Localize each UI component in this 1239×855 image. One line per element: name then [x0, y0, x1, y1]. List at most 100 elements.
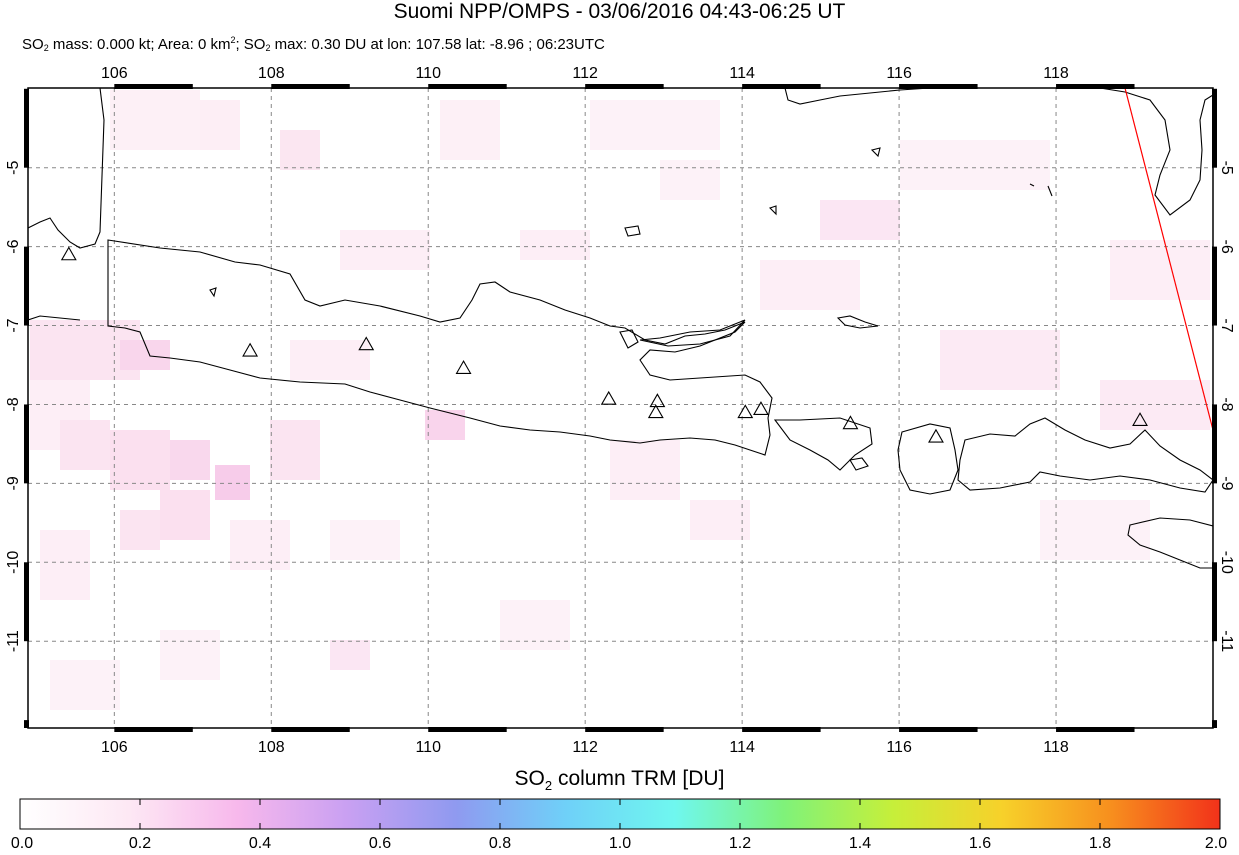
frame-bar-top	[585, 84, 664, 89]
lon-tick-label-top: 108	[258, 65, 285, 82]
lat-tick-label-left: -9	[5, 476, 22, 490]
lon-tick-label-top: 110	[415, 65, 441, 82]
superscript-2: 2	[230, 35, 236, 45]
frame-bar-left	[24, 720, 29, 728]
lon-tick-label-bottom: 114	[729, 739, 755, 756]
volcano-markers	[60, 246, 1148, 443]
madura-coast	[639, 319, 746, 347]
so2-pixel	[520, 230, 590, 260]
bali-coast	[773, 417, 873, 471]
colorbar-tick-label: 1.4	[848, 835, 872, 852]
lon-tick-label-top: 118	[1043, 65, 1069, 82]
so2-pixel	[290, 340, 370, 380]
lon-tick-label-bottom: 108	[258, 739, 285, 756]
frame-bar-bottom	[114, 727, 193, 732]
so2-pixel	[690, 500, 750, 540]
lat-tick-label-right: -5	[1218, 161, 1235, 175]
colorbar-title-main: SO	[514, 767, 545, 790]
triangle-icon	[928, 428, 944, 443]
frame-bar-right	[1212, 246, 1217, 326]
triangle-icon	[358, 336, 375, 351]
sumba-coast	[1127, 517, 1213, 569]
sumbawa-coast	[957, 417, 1213, 493]
colorbar-tick-label: 0.0	[10, 835, 34, 852]
kalimantan-coast	[784, 88, 1213, 216]
triangle-icon	[455, 360, 472, 374]
so2-pixel	[60, 420, 110, 470]
lat-tick-label-right: -9	[1218, 476, 1235, 490]
lon-tick-label-bottom: 118	[1043, 739, 1069, 756]
colorbar-title-sub: 2	[544, 778, 553, 794]
lon-tick-label-top: 112	[572, 65, 598, 82]
colorbar-tick-label: 1.0	[608, 835, 632, 852]
island	[624, 225, 641, 237]
lat-tick-label-left: -8	[5, 397, 22, 411]
frame-bar-top	[1056, 84, 1135, 89]
stats-max-label: ; SO	[235, 36, 266, 53]
colorbar-tick-label: 0.2	[128, 835, 152, 852]
frame-bar-bottom	[899, 727, 978, 732]
java-coast	[107, 239, 773, 456]
map-title: Suomi NPP/OMPS - 03/06/2016 04:43-06:25 …	[393, 0, 846, 23]
triangle-icon	[842, 415, 859, 430]
lon-tick-label-bottom: 106	[101, 739, 128, 756]
triangle-icon	[60, 246, 77, 261]
so2-pixel	[270, 420, 320, 480]
so2-pixel	[120, 510, 160, 550]
so2-pixel	[610, 440, 680, 500]
triangle-icon	[1132, 412, 1148, 427]
so2-pixel	[230, 520, 290, 570]
so2-pixel	[500, 600, 570, 650]
triangle-icon	[242, 342, 259, 357]
frame-bar-right	[1212, 88, 1217, 168]
triangle-icon	[753, 401, 769, 415]
lombok-coast	[897, 423, 959, 495]
frame-bar-top	[271, 84, 350, 89]
frame-bar-left	[24, 562, 29, 642]
stats-mass-label: SO	[22, 36, 44, 53]
lon-tick-label-top: 116	[886, 65, 912, 82]
colorbar-tick-label: 1.6	[968, 835, 992, 852]
lat-tick-label-right: -6	[1218, 240, 1235, 254]
lat-tick-label-left: -7	[5, 318, 22, 332]
lat-tick-label-right: -11	[1218, 630, 1235, 652]
frame-bar-bottom	[585, 727, 664, 732]
lat-tick-label-right: -8	[1218, 397, 1235, 411]
frame-bar-top	[742, 84, 821, 89]
colorbar-tick-label: 1.2	[728, 835, 752, 852]
so2-pixel	[200, 100, 240, 150]
so2-pixel	[440, 100, 500, 160]
stats-mass-text: mass: 0.000 kt; Area: 0 km	[48, 36, 231, 53]
swath-edge-line	[1124, 88, 1213, 431]
frame-bar-bottom	[271, 727, 350, 732]
lat-tick-label-right: -10	[1218, 551, 1235, 574]
colorbar-tick-label: 2.0	[1204, 835, 1228, 852]
frame-bar-right	[1212, 562, 1217, 642]
so2-pixel	[215, 465, 250, 500]
sumatra-coast	[28, 88, 105, 321]
subscript-2: 2	[43, 43, 49, 53]
lon-tick-label-bottom: 110	[415, 739, 441, 756]
so2-pixel	[425, 410, 465, 440]
frame-bar-left	[24, 404, 29, 484]
lat-tick-label-left: -6	[5, 239, 22, 253]
so2-pixel	[1040, 500, 1150, 560]
frame-bar-top	[428, 84, 507, 89]
colorbar-ticks	[19, 799, 1221, 829]
colorbar-tick-label: 0.4	[248, 835, 272, 852]
frame-bar-top	[114, 84, 193, 89]
lon-tick-label-bottom: 116	[886, 739, 912, 756]
so2-pixel	[160, 630, 220, 680]
lat-tick-label-left: -10	[5, 551, 22, 574]
frame-bar-top	[899, 84, 978, 89]
triangle-icon	[647, 404, 664, 419]
stats-max-text: max: 0.30 DU at lon: 107.58 lat: -8.96 ;…	[270, 36, 605, 53]
map-background	[28, 88, 1213, 728]
axis-tick-labels: 106 106 108 108 110 110 112 112 114 114 116 116 118 1…	[5, 65, 1235, 756]
so2-pixel	[660, 160, 720, 200]
so2-pixel	[820, 200, 900, 240]
so2-pixel	[760, 260, 860, 310]
lon-tick-label-top: 106	[101, 65, 128, 82]
frame-bar-bottom	[1056, 727, 1135, 732]
